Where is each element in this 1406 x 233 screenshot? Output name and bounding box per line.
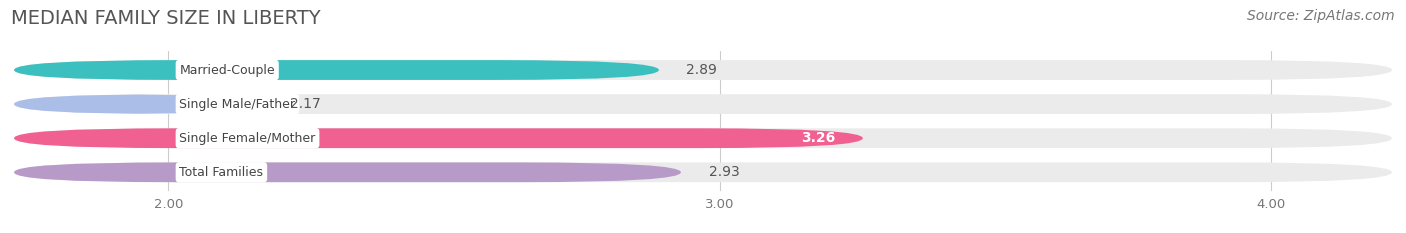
FancyBboxPatch shape bbox=[14, 60, 1392, 80]
FancyBboxPatch shape bbox=[14, 162, 681, 182]
Text: Married-Couple: Married-Couple bbox=[180, 64, 276, 76]
Text: 2.93: 2.93 bbox=[709, 165, 740, 179]
Text: Single Male/Father: Single Male/Father bbox=[180, 98, 295, 111]
Text: MEDIAN FAMILY SIZE IN LIBERTY: MEDIAN FAMILY SIZE IN LIBERTY bbox=[11, 9, 321, 28]
Text: Source: ZipAtlas.com: Source: ZipAtlas.com bbox=[1247, 9, 1395, 23]
Text: Single Female/Mother: Single Female/Mother bbox=[180, 132, 316, 145]
FancyBboxPatch shape bbox=[14, 128, 863, 148]
FancyBboxPatch shape bbox=[14, 94, 262, 114]
Text: Total Families: Total Families bbox=[180, 166, 263, 179]
FancyBboxPatch shape bbox=[14, 162, 1392, 182]
Text: 3.26: 3.26 bbox=[801, 131, 835, 145]
Text: 2.89: 2.89 bbox=[686, 63, 717, 77]
FancyBboxPatch shape bbox=[14, 128, 1392, 148]
FancyBboxPatch shape bbox=[14, 60, 659, 80]
Text: 2.17: 2.17 bbox=[290, 97, 321, 111]
FancyBboxPatch shape bbox=[14, 94, 1392, 114]
